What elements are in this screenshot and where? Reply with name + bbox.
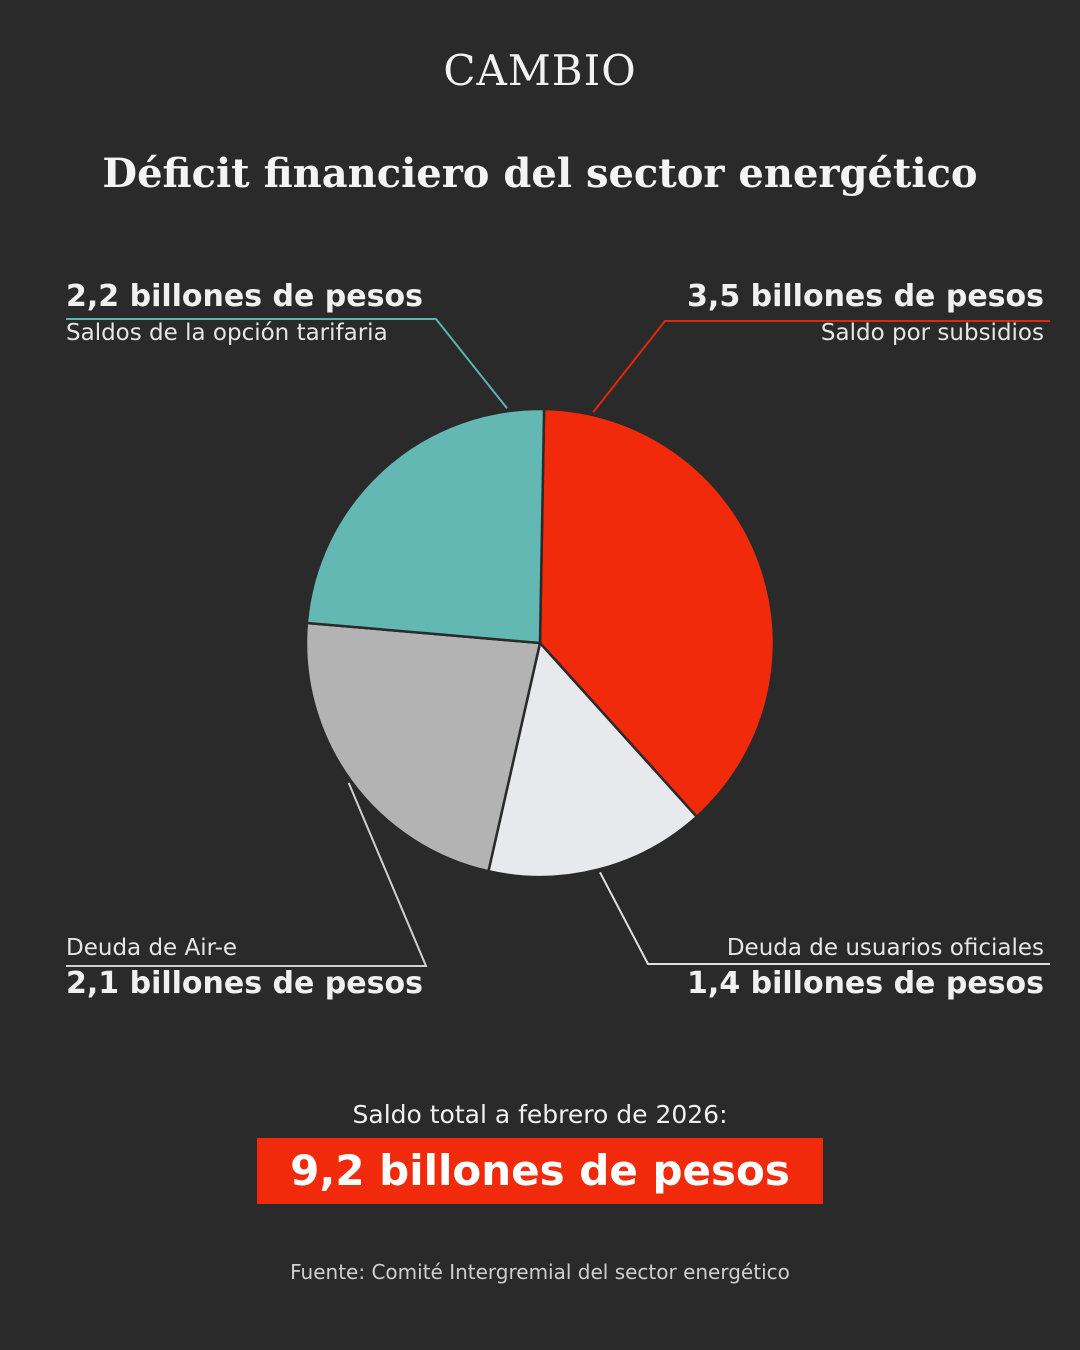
total-value-badge: 9,2 billones de pesos	[257, 1138, 823, 1204]
label-usuarios-oficiales: Deuda de usuarios oficiales 1,4 billones…	[624, 931, 1044, 1003]
slice-opcion-tarifaria-leader-line	[66, 318, 508, 409]
label-subsidios: 3,5 billones de pesos Saldo por subsidio…	[624, 278, 1044, 350]
slice-usuarios-oficiales-leader-line	[599, 871, 1050, 965]
source-note: Fuente: Comité Intergremial del sector e…	[290, 1260, 790, 1284]
label-subsidios-name: Saldo por subsidios	[820, 320, 1044, 346]
slice-subsidios-leader-line	[592, 320, 1050, 413]
chart-title: Déficit financiero del sector energético	[102, 150, 978, 197]
label-usuarios-oficiales-value: 1,4 billones de pesos	[687, 966, 1044, 1001]
label-opcion-tarifaria-value: 2,2 billones de pesos	[66, 279, 423, 314]
slice-usuarios-oficiales	[486, 640, 699, 879]
total-caption: Saldo total a febrero de 2026:	[352, 1100, 728, 1129]
label-opcion-tarifaria: 2,2 billones de pesos Saldos de la opció…	[66, 278, 486, 350]
slice-subsidios	[538, 407, 776, 819]
label-air-e-value: 2,1 billones de pesos	[66, 966, 423, 1001]
label-subsidios-value: 3,5 billones de pesos	[687, 279, 1044, 314]
label-usuarios-oficiales-name: Deuda de usuarios oficiales	[726, 935, 1044, 961]
label-opcion-tarifaria-name: Saldos de la opción tarifaria	[66, 320, 388, 346]
slice-air-e	[304, 621, 542, 873]
label-air-e: Deuda de Air-e 2,1 billones de pesos	[66, 931, 486, 1003]
slice-opcion-tarifaria	[305, 407, 546, 645]
brand-logo: CAMBIO	[443, 46, 637, 95]
label-air-e-name: Deuda de Air-e	[66, 935, 238, 961]
slice-air-e-leader-line	[66, 782, 428, 967]
